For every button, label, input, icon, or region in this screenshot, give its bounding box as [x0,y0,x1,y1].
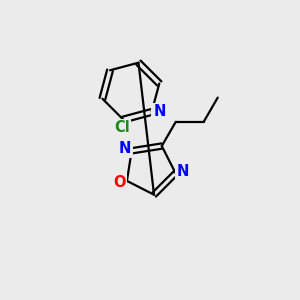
Text: N: N [119,141,131,156]
Text: N: N [153,104,166,119]
Text: Cl: Cl [114,120,130,135]
Text: N: N [176,164,189,179]
Text: O: O [113,175,125,190]
